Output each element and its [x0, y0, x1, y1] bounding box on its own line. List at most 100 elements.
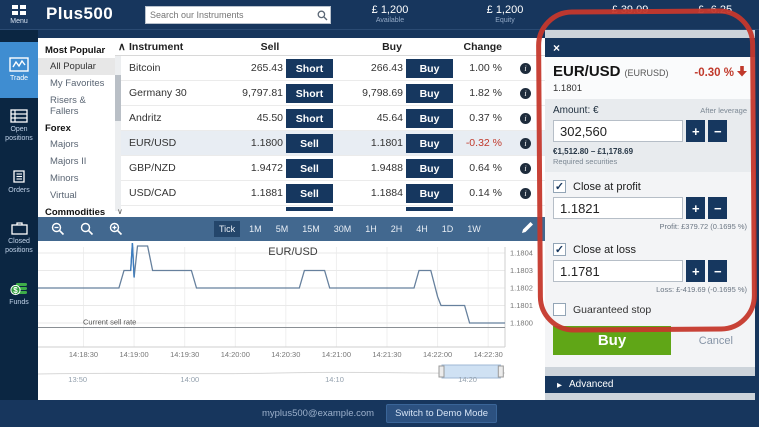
menu-button[interactable]: Menu	[0, 0, 38, 30]
buy-action-button[interactable]: Buy	[406, 84, 453, 103]
instrument-row[interactable]: Germany 30 9,797.81 Short 9,798.69 Buy 1…	[115, 81, 545, 106]
info-icon[interactable]: i	[520, 138, 531, 149]
guaranteed-stop-checkbox[interactable]	[553, 303, 566, 316]
category-panel: Most Popular All Popular My Favorites Riser…	[38, 38, 115, 217]
navigator-handle-right[interactable]	[497, 365, 504, 378]
buy-action-button[interactable]: Buy	[406, 109, 453, 128]
loss-increase-button[interactable]: +	[686, 260, 705, 282]
col-sell: Sell	[260, 41, 280, 53]
timeframe-1h[interactable]: 1H	[365, 224, 377, 234]
category-item[interactable]: Risers & Fallers	[50, 95, 86, 117]
zoom-in-icon[interactable]	[106, 219, 126, 239]
buy-action-button[interactable]: Buy	[406, 134, 453, 153]
sell-price: 1.1881	[250, 187, 283, 199]
navigator-handle-left[interactable]	[438, 365, 445, 378]
info-icon[interactable]: i	[520, 113, 531, 124]
info-icon[interactable]: i	[520, 63, 531, 74]
timeframe-30m[interactable]: 30M	[333, 224, 352, 234]
sell-price: 9,797.81	[242, 87, 283, 99]
sell-action-button[interactable]: Sell	[286, 159, 333, 178]
info-icon[interactable]: i	[520, 88, 531, 99]
sidebar-item-funds[interactable]: $ Funds	[0, 266, 38, 322]
instrument-row[interactable]: EUR/USD 1.1800 Sell 1.1801 Buy -0.32 % i	[115, 131, 545, 156]
close-at-loss-checkbox[interactable]: ✓	[553, 243, 566, 256]
account-email: myplus500@example.com	[261, 408, 375, 419]
category-item[interactable]: My Favorites	[50, 78, 105, 89]
buy-price: 45.64	[376, 112, 403, 124]
timeframe-1m[interactable]: 1M	[249, 224, 262, 234]
timeframe-2h[interactable]: 2H	[390, 224, 403, 234]
timeframe-15m[interactable]: 15M	[302, 224, 320, 234]
close-at-loss-input[interactable]	[553, 260, 683, 282]
chart-toolbar: Tick 1M 5M 15M 30M 1H 2H 4H 1D 1W	[38, 217, 545, 241]
amount-input[interactable]	[553, 120, 683, 142]
sell-action-button[interactable]: Short	[286, 84, 333, 103]
instrument-row[interactable]: Bitcoin 265.43 Short 266.43 Buy 1.00 % i	[115, 56, 545, 81]
table-scrollbar[interactable]	[115, 56, 121, 211]
svg-text:Current sell rate: Current sell rate	[83, 318, 136, 327]
chart-range-navigator[interactable]: 13:50 14:00 14:10 14:20	[38, 361, 545, 391]
instrument-row[interactable]: GBP/NZD 1.9472 Sell 1.9488 Buy 0.64 % i	[115, 156, 545, 181]
category-item[interactable]: Majors II	[50, 156, 87, 167]
sell-action-button[interactable]: Sell	[286, 134, 333, 153]
buy-action-button[interactable]: Buy	[406, 159, 453, 178]
scroll-down-icon[interactable]: ∨	[117, 207, 123, 216]
amount-increase-button[interactable]: +	[686, 120, 705, 142]
category-item[interactable]: Majors	[50, 139, 79, 150]
confirm-buy-button[interactable]: Buy	[553, 326, 671, 355]
timeframe-1w[interactable]: 1W	[467, 224, 481, 234]
info-icon[interactable]: i	[520, 188, 531, 199]
down-arrow-icon	[737, 66, 747, 77]
search-box	[145, 6, 331, 24]
sell-action-button[interactable]: Sell	[286, 184, 333, 203]
zoom-out-icon[interactable]	[48, 219, 68, 239]
col-change: Change	[463, 41, 502, 53]
open-positions-icon	[10, 109, 28, 123]
instrument-row[interactable]: USD/CAD 1.1881 Sell 1.1884 Buy 0.14 % i	[115, 181, 545, 206]
instrument-row[interactable]: Andritz 45.50 Short 45.64 Buy 0.37 % i	[115, 106, 545, 131]
search-icon[interactable]	[314, 10, 330, 21]
timeframe-5m[interactable]: 5M	[275, 224, 289, 234]
close-at-profit-input[interactable]	[553, 197, 683, 219]
advanced-section-toggle[interactable]: ▶ Advanced	[545, 376, 755, 393]
profit-increase-button[interactable]: +	[686, 197, 705, 219]
profit-note: Profit: £379.72 (0.1695 %)	[659, 222, 747, 231]
loss-decrease-button[interactable]: −	[708, 260, 727, 282]
close-at-profit-checkbox[interactable]: ✓	[553, 180, 566, 193]
sidebar-item-open-positions[interactable]: Open positions	[0, 98, 38, 154]
sidebar-item-trade[interactable]: Trade	[0, 42, 38, 98]
profit-decrease-button[interactable]: −	[708, 197, 727, 219]
scroll-up-icon[interactable]: ∧	[118, 41, 126, 53]
amount-decrease-button[interactable]: −	[708, 120, 727, 142]
timeframe-tick[interactable]: Tick	[214, 221, 241, 237]
sell-action-button[interactable]: Short	[286, 59, 333, 78]
sell-action-button[interactable]: Short	[286, 109, 333, 128]
required-securities-range: €1,512.80 – £1,178.69	[553, 147, 634, 156]
timeframe-1d[interactable]: 1D	[441, 224, 454, 234]
sidebar-item-orders[interactable]: Orders	[0, 154, 38, 210]
category-item[interactable]: Minors	[50, 173, 79, 184]
trade-ticket-panel: × EUR/USD (EURUSD) -0.30 % 1.1801 Amount…	[545, 30, 755, 423]
timeframe-4h[interactable]: 4H	[416, 224, 428, 234]
svg-text:14:22:00: 14:22:00	[423, 350, 452, 359]
svg-text:14:22:30: 14:22:30	[474, 350, 503, 359]
category-group-header: Commodities	[45, 207, 106, 217]
zoom-reset-icon[interactable]	[77, 219, 97, 239]
svg-text:1.1800: 1.1800	[510, 319, 533, 328]
orders-icon	[13, 170, 25, 183]
switch-demo-button[interactable]: Switch to Demo Mode	[386, 404, 498, 423]
category-item[interactable]: Virtual	[50, 190, 77, 201]
search-input[interactable]	[146, 10, 314, 20]
info-icon[interactable]: i	[520, 163, 531, 174]
cancel-link[interactable]: Cancel	[698, 334, 733, 347]
category-item[interactable]: All Popular	[38, 58, 115, 75]
sidebar-item-closed-positions[interactable]: Closed positions	[0, 210, 38, 266]
draw-pencil-icon[interactable]	[520, 220, 535, 240]
buy-action-button[interactable]: Buy	[406, 59, 453, 78]
close-icon[interactable]: ×	[553, 40, 561, 55]
svg-text:14:20: 14:20	[458, 375, 477, 384]
scrollbar-thumb[interactable]	[115, 75, 121, 121]
buy-action-button[interactable]: Buy	[406, 184, 453, 203]
